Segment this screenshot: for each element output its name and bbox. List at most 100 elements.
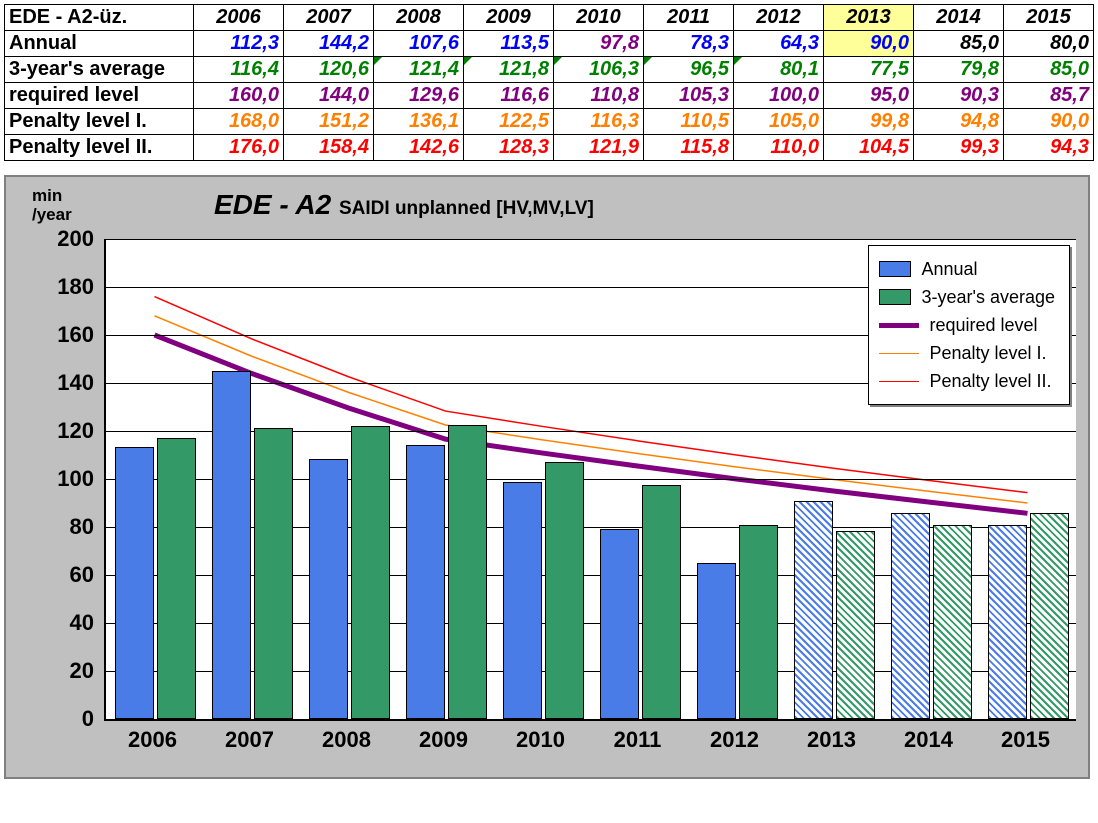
legend-label: required level (929, 315, 1037, 336)
year-header: 2015 (1004, 5, 1094, 31)
table-row: 3-year's average116,4120,6121,4121,8106,… (5, 57, 1094, 83)
year-header: 2007 (284, 5, 374, 31)
table-cell: 99,3 (914, 135, 1004, 161)
bar-3yr (254, 428, 294, 719)
legend-label: Annual (921, 259, 977, 280)
table-cell: 128,3 (464, 135, 554, 161)
legend: Annual 3-year's average required level Pena… (868, 245, 1070, 405)
table-cell: 104,5 (824, 135, 914, 161)
table-row: Penalty level II.176,0158,4142,6128,3121… (5, 135, 1094, 161)
chart-title: EDE - A2 SAIDI unplanned [HV,MV,LV] (214, 189, 594, 221)
table-cell: 97,8 (554, 31, 644, 57)
legend-swatch (879, 261, 911, 277)
table-cell: 158,4 (284, 135, 374, 161)
table-row: Penalty level I.168,0151,2136,1122,5116,… (5, 109, 1094, 135)
x-tick-label: 2008 (298, 727, 395, 753)
bar-3yr (351, 426, 391, 719)
table-cell: 110,0 (734, 135, 824, 161)
table-cell: 106,3 (554, 57, 644, 83)
year-header: 2013 (824, 5, 914, 31)
bar-Annual (794, 501, 834, 719)
x-tick-label: 2010 (492, 727, 589, 753)
legend-item: 3-year's average (879, 284, 1055, 310)
chart-title-row: min/year EDE - A2 SAIDI unplanned [HV,MV… (14, 185, 1080, 239)
table-cell: 121,8 (464, 57, 554, 83)
table-cell: 120,6 (284, 57, 374, 83)
table-cell: 64,3 (734, 31, 824, 57)
table-cell: 110,8 (554, 83, 644, 109)
chart-container: min/year EDE - A2 SAIDI unplanned [HV,MV… (4, 175, 1090, 779)
y-tick-label: 120 (14, 418, 94, 444)
table-cell: 151,2 (284, 109, 374, 135)
bar-3yr (836, 531, 876, 719)
table-cell: 96,5 (644, 57, 734, 83)
table-cell: 79,8 (914, 57, 1004, 83)
grid-line (106, 431, 1076, 432)
legend-label: 3-year's average (921, 287, 1055, 308)
year-header: 2012 (734, 5, 824, 31)
legend-swatch (879, 289, 911, 305)
table-cell: 85,7 (1004, 83, 1094, 109)
grid-line (106, 239, 1076, 240)
legend-item: Penalty level I. (879, 340, 1055, 366)
table-cell: 144,2 (284, 31, 374, 57)
bar-Annual (988, 525, 1028, 719)
row-label: required level (5, 83, 194, 109)
x-tick-label: 2011 (589, 727, 686, 753)
year-header: 2014 (914, 5, 1004, 31)
y-tick-label: 200 (14, 226, 94, 252)
row-label: Penalty level II. (5, 135, 194, 161)
table-row: required level160,0144,0129,6116,6110,8 1… (5, 83, 1094, 109)
chart-title-main: EDE - A2 (214, 189, 331, 220)
year-header: 2010 (554, 5, 644, 31)
bar-3yr (545, 462, 585, 719)
x-tick-label: 2014 (880, 727, 977, 753)
data-table: EDE - A2-üz. 200620072008200920102011201… (4, 4, 1094, 161)
legend-swatch (879, 323, 919, 328)
table-cell: 115,8 (644, 135, 734, 161)
table-cell: 160,0 (194, 83, 284, 109)
plot-area: Annual 3-year's average required level Pena… (104, 239, 1076, 721)
table-cell: 94,8 (914, 109, 1004, 135)
bar-Annual (115, 447, 155, 719)
table-cell: 144,0 (284, 83, 374, 109)
table-cell: 116,6 (464, 83, 554, 109)
plot-wrap: Annual 3-year's average required level Pena… (14, 239, 1080, 769)
y-tick-label: 40 (14, 610, 94, 636)
legend-swatch (879, 353, 919, 354)
bar-3yr (642, 485, 682, 719)
table-cell: 110,5 (644, 109, 734, 135)
bar-Annual (697, 563, 737, 719)
grid-line (106, 527, 1076, 528)
bar-Annual (212, 371, 252, 719)
table-cell: 90,3 (914, 83, 1004, 109)
y-tick-label: 0 (14, 706, 94, 732)
grid-line (106, 479, 1076, 480)
bar-3yr (157, 438, 197, 719)
y-tick-label: 20 (14, 658, 94, 684)
year-header: 2009 (464, 5, 554, 31)
bar-Annual (309, 459, 349, 719)
table-cell: 112,3 (194, 31, 284, 57)
table-cell: 80,0 (1004, 31, 1094, 57)
legend-item: Annual (879, 256, 1055, 282)
table-cell: 168,0 (194, 109, 284, 135)
table-cell: 105,0 (734, 109, 824, 135)
grid-line (106, 575, 1076, 576)
y-tick-label: 100 (14, 466, 94, 492)
table-cell: 85,0 (914, 31, 1004, 57)
table-cell: 90,0 (1004, 109, 1094, 135)
bar-Annual (406, 445, 446, 719)
table-cell: 116,4 (194, 57, 284, 83)
table-cell: 122,5 (464, 109, 554, 135)
table-cell: 100,0 (734, 83, 824, 109)
legend-item: required level (879, 312, 1055, 338)
y-axis-label: min/year (32, 187, 72, 224)
year-header: 2008 (374, 5, 464, 31)
table-cell: 129,6 (374, 83, 464, 109)
y-tick-label: 140 (14, 370, 94, 396)
x-tick-label: 2015 (977, 727, 1074, 753)
bar-Annual (503, 482, 543, 719)
row-label: 3-year's average (5, 57, 194, 83)
table-corner-label: EDE - A2-üz. (5, 5, 194, 31)
